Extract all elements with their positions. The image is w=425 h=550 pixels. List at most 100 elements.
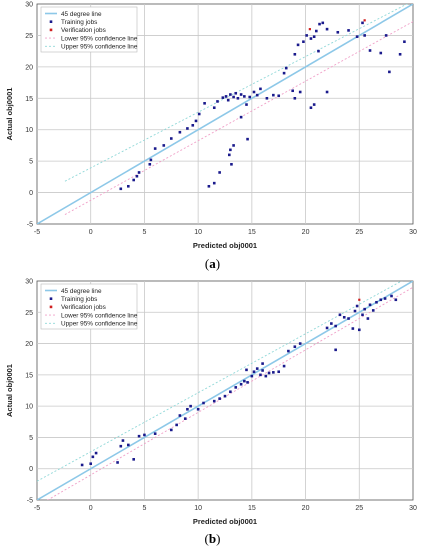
- chart-a-training-point: [230, 162, 233, 166]
- chart-b-training-point: [169, 428, 173, 432]
- chart-b-training-point: [368, 303, 372, 307]
- chart-a-y-tick-label: 20: [25, 64, 33, 71]
- caption-b: (b): [0, 531, 425, 547]
- chart-b-training-point: [137, 434, 141, 438]
- chart-a-legend-swatch: [49, 20, 53, 23]
- chart-b-legend-label: Lower 95% confidence line: [61, 312, 138, 319]
- chart-b-training-point: [132, 458, 135, 461]
- chart-a-training-point: [317, 49, 320, 53]
- chart-b-training-point: [178, 414, 182, 417]
- chart-b-training-point: [91, 455, 95, 459]
- chart-a-y-tick-label: 25: [25, 33, 33, 40]
- chart-b-training-point: [116, 461, 119, 464]
- chart-a-x-tick-label: 30: [409, 229, 417, 236]
- chart-b-training-point: [189, 404, 192, 408]
- chart-a-training-point: [119, 187, 123, 191]
- chart-b-y-tick-label: 5: [29, 435, 33, 442]
- chart-a-verification-point: [363, 19, 366, 22]
- chart-b-training-point: [243, 379, 246, 383]
- chart-a-legend-label: 45 degree line: [61, 11, 102, 18]
- chart-b-training-point: [371, 309, 375, 312]
- chart-b-legend-swatch: [49, 305, 53, 309]
- chart-a-legend-box: [40, 6, 138, 53]
- chart-b-training-point: [153, 432, 157, 435]
- chart-a-training-point: [169, 137, 173, 140]
- chart-a-legend-label: Lower 95% confidence line: [61, 35, 138, 42]
- chart-a-training-point: [216, 100, 219, 103]
- chart-a-training-point: [148, 162, 152, 166]
- chart-a-y-tick-label: 15: [25, 96, 33, 103]
- chart-b-training-point: [272, 371, 275, 374]
- chart-a-training-point: [321, 21, 325, 25]
- chart-b-x-tick-label: 5: [142, 505, 146, 512]
- chart-a-training-point: [403, 40, 406, 44]
- chart-a-training-point: [309, 106, 313, 110]
- chart-b-training-point: [264, 374, 268, 378]
- chart-a-training-point: [363, 34, 366, 37]
- chart-b-training-point: [80, 463, 84, 467]
- chart-b-45-degree-line: [37, 281, 413, 500]
- chart-a-legend-label: Verification jobs: [61, 27, 106, 34]
- chart-b-training-point: [121, 439, 125, 442]
- chart-b-training-point: [94, 451, 98, 455]
- chart-b-training-point: [229, 390, 232, 394]
- chart-b-training-point: [175, 423, 178, 427]
- chart-b-upper-ci-line: [37, 281, 403, 482]
- caption-a: (a): [0, 256, 425, 272]
- chart-b-verification-point: [358, 298, 361, 301]
- chart-a-training-point: [298, 90, 302, 94]
- chart-a-training-point: [226, 98, 230, 102]
- chart-a-training-point: [227, 153, 231, 157]
- chart-b-legend-label: 45 degree line: [61, 288, 102, 295]
- chart-a-training-point: [212, 181, 216, 185]
- chart-b-x-tick-label: 15: [248, 505, 256, 512]
- chart-b-training-point: [363, 307, 366, 311]
- chart-a: -5 0 5 10 15 20 25 30 -5 0 5 10 15 20 25 30 45 degree li…: [5, 2, 417, 251]
- chart-b-training-point: [234, 386, 238, 389]
- chart-a-training-point: [325, 90, 329, 94]
- chart-b-training-point: [334, 348, 337, 352]
- chart-a-x-tick-label: -5: [34, 229, 40, 236]
- chart-a-training-point: [203, 102, 206, 105]
- chart-b-training-point: [186, 407, 189, 411]
- chart-b-training-point: [390, 294, 393, 298]
- chart-a-training-point: [186, 127, 189, 130]
- chart-b-training-point: [239, 382, 243, 386]
- chart-b-training-point: [342, 315, 346, 319]
- chart-a-training-point: [191, 124, 195, 127]
- chart-b-x-tick-label: 30: [409, 505, 417, 512]
- chart-a-training-point: [229, 93, 232, 96]
- chart-b-training-point: [183, 417, 187, 420]
- chart-b-y-tick-label: 25: [25, 310, 33, 317]
- chart-a-training-point: [218, 171, 221, 174]
- chart-b-training-point: [325, 326, 329, 330]
- chart-a-y-tick-label: 30: [25, 2, 33, 9]
- chart-b-legend-swatch: [49, 297, 53, 300]
- chart-b-training-point: [287, 349, 290, 353]
- chart-a-training-point: [197, 112, 201, 116]
- caption-b-open: (: [204, 531, 209, 546]
- chart-b-y-tick-label: 30: [25, 279, 33, 286]
- chart-a-training-point: [153, 147, 157, 150]
- chart-a-training-point: [368, 49, 372, 52]
- chart-b-training-point: [298, 342, 302, 345]
- chart-b-y-axis-title: Actual obj0001: [5, 364, 14, 417]
- chart-a-training-point: [305, 34, 308, 37]
- chart-a-training-point: [232, 144, 235, 147]
- chart-b-training-point: [330, 322, 333, 325]
- chart-a-training-point: [265, 96, 269, 100]
- chart-b-y-tick-label: 0: [29, 466, 33, 473]
- chart-a-training-point: [212, 106, 216, 110]
- chart-a-x-tick-label: 10: [194, 229, 202, 236]
- chart-a-training-point: [127, 184, 130, 188]
- chart-b-training-point: [250, 374, 254, 378]
- chart-a-training-point: [291, 89, 294, 93]
- chart-a-legend-swatch: [49, 28, 53, 32]
- chart-b-training-point: [282, 364, 286, 368]
- chart-a-y-tick-label: 10: [25, 127, 33, 134]
- chart-b-training-point: [394, 298, 398, 302]
- chart-a-x-tick-label: 5: [142, 229, 146, 236]
- chart-a-training-point: [236, 96, 240, 100]
- chart-a-legend-label: Upper 95% confidence line: [61, 44, 138, 51]
